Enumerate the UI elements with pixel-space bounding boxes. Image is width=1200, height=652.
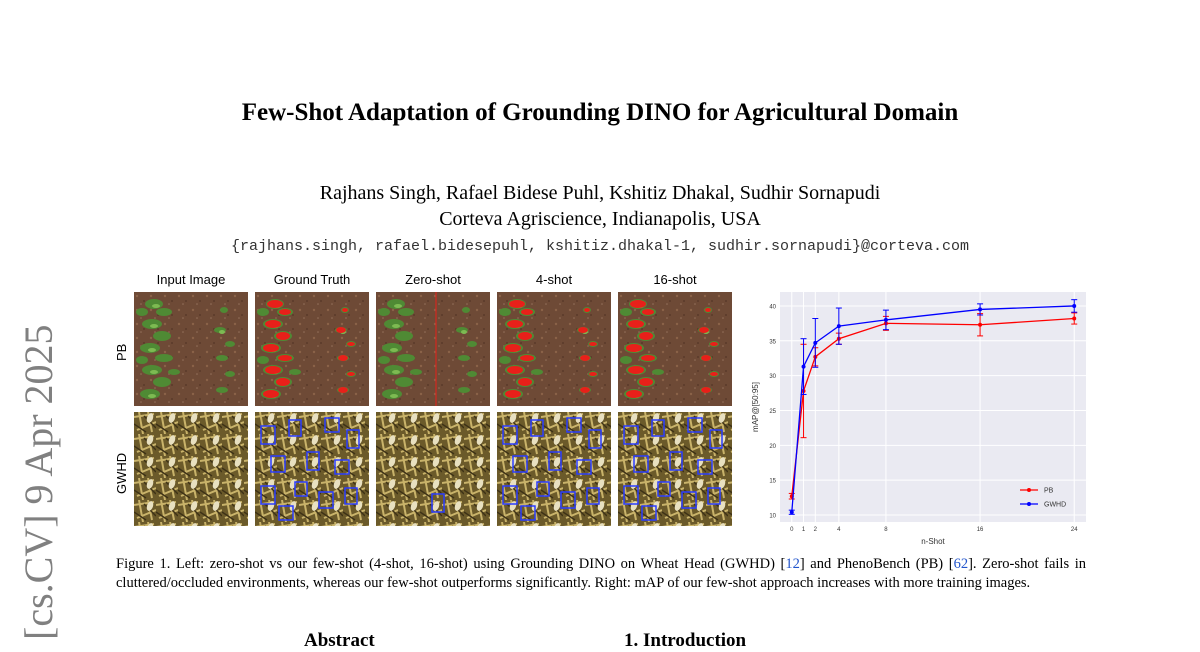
affiliation: Corteva Agriscience, Indianapolis, USA [439,208,761,230]
caption-text-2: ] and PhenoBench (PB) [ [799,556,954,572]
author-block: Rajhans Singh, Rafael Bidese Puhl, Kshit… [0,180,1200,232]
gwhd-16-shot-image [618,412,732,526]
gwhd-input-image [134,412,248,526]
abstract-heading: Abstract [304,630,375,651]
y-tick-label: 10 [769,514,776,520]
x-tick-label: 1 [802,527,806,533]
pb-zero-shot-image [376,292,490,406]
data-point [978,322,983,327]
series-gwhd [788,299,1078,515]
y-tick-label: 30 [769,374,776,380]
x-tick-label: 4 [837,527,841,533]
legend-swatch-marker [1027,488,1031,492]
y-tick-label: 15 [769,479,776,485]
row-label-gwhd: GWHD [114,452,129,494]
caption-text-3: ]. Zero-shot fails in cluttered/occluded… [116,556,1086,591]
col-header-ground-truth: Ground Truth [273,272,351,287]
y-axis-label: mAP@[50:95] [751,382,760,432]
paper-title: Few-Shot Adaptation of Grounding DINO fo… [241,99,959,126]
legend-swatch-marker [1027,502,1031,506]
x-axis-label: n-Shot [921,537,945,546]
col-header-zero-shot: Zero-shot [405,272,461,287]
pb-ground-truth-image [255,292,369,406]
y-tick-label: 25 [769,409,776,415]
x-tick-label: 8 [884,527,888,533]
pb-4-shot-image [497,292,611,406]
data-point [836,324,841,329]
caption-ref-12[interactable]: 12 [785,556,800,572]
col-header-4-shot: 4-shot [535,272,573,287]
x-tick-label: 24 [1071,527,1078,533]
data-point [1072,316,1077,321]
row-label-pb: PB [114,343,129,361]
plot-area [780,292,1086,522]
legend-label: PB [1044,488,1054,495]
pb-input-image [134,292,248,406]
email-line: {rajhans.singh, rafael.bidesepuhl, kshit… [230,238,970,255]
data-point [883,317,888,322]
caption-ref-62[interactable]: 62 [953,556,969,572]
y-tick-label: 40 [769,304,776,310]
data-point [978,307,983,312]
gwhd-4-shot-image [497,412,611,526]
data-point [1072,303,1077,308]
col-header-input: Input Image [156,272,226,287]
arxiv-stamp: [cs.CV] 9 Apr 2025 [16,324,61,640]
x-tick-label: 2 [814,527,818,533]
y-tick-label: 35 [769,339,776,345]
legend-label: GWHD [1044,502,1066,509]
gwhd-ground-truth-image [255,412,369,526]
col-header-16-shot: 16-shot [653,272,697,287]
x-tick-label: 16 [977,527,984,533]
data-point [801,364,806,369]
y-tick-label: 20 [769,444,776,450]
x-tick-label: 0 [790,527,794,533]
caption-text-1: Figure 1. Left: zero-shot vs our few-sho… [116,556,786,572]
author-list: Rajhans Singh, Rafael Bidese Puhl, Kshit… [319,182,881,204]
intro-heading: 1. Introduction [624,630,747,651]
pb-16-shot-image [618,292,732,406]
data-point [789,510,794,515]
gwhd-zero-shot-image [376,412,490,526]
figure-caption: Figure 1. Left: zero-shot vs our few-sho… [116,555,1086,593]
data-point [813,340,818,345]
